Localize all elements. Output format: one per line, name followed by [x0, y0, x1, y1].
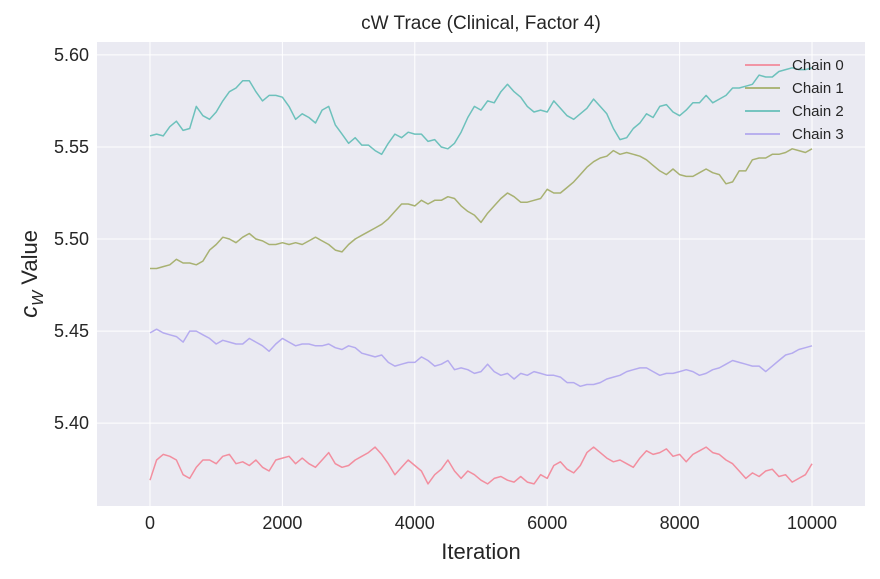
- y-tick-label: 5.60: [54, 45, 89, 65]
- x-tick-label: 4000: [395, 513, 435, 533]
- x-axis-label: Iteration: [441, 539, 521, 564]
- plot-area: [97, 42, 865, 506]
- y-axis-label-symbol: c: [16, 306, 43, 318]
- x-tick-label: 2000: [262, 513, 302, 533]
- legend-label: Chain 1: [792, 80, 844, 97]
- y-axis-label: cW Value: [16, 230, 47, 318]
- legend-label: Chain 3: [792, 126, 844, 143]
- legend: Chain 0 Chain 1 Chain 2 Chain 3: [745, 57, 844, 143]
- legend-label: Chain 0: [792, 57, 844, 74]
- chart-title: cW Trace (Clinical, Factor 4): [361, 13, 601, 34]
- series-line-chain-3: [149, 328, 813, 388]
- series-line-chain-0: [149, 446, 813, 485]
- x-tick-label: 10000: [787, 513, 837, 533]
- y-tick-label: 5.45: [54, 321, 89, 341]
- y-tick-label: 5.40: [54, 413, 89, 433]
- y-tick-label: 5.55: [54, 137, 89, 157]
- series-line-chain-1: [150, 148, 813, 270]
- tick-labels: 0 2000 4000 6000 8000 10000 5.40 5.45 5.50 5.55 5.…: [54, 45, 837, 533]
- x-tick-label: 8000: [660, 513, 700, 533]
- series-layer: [149, 67, 813, 485]
- x-tick-label: 0: [145, 513, 155, 533]
- legend-label: Chain 2: [792, 103, 844, 120]
- y-axis-label-subscript: W: [30, 289, 47, 306]
- y-tick-label: 5.50: [54, 229, 89, 249]
- series-line-chain-2: [149, 67, 813, 156]
- grid: [97, 42, 865, 506]
- x-tick-label: 6000: [527, 513, 567, 533]
- y-axis-label-suffix: Value: [17, 230, 42, 291]
